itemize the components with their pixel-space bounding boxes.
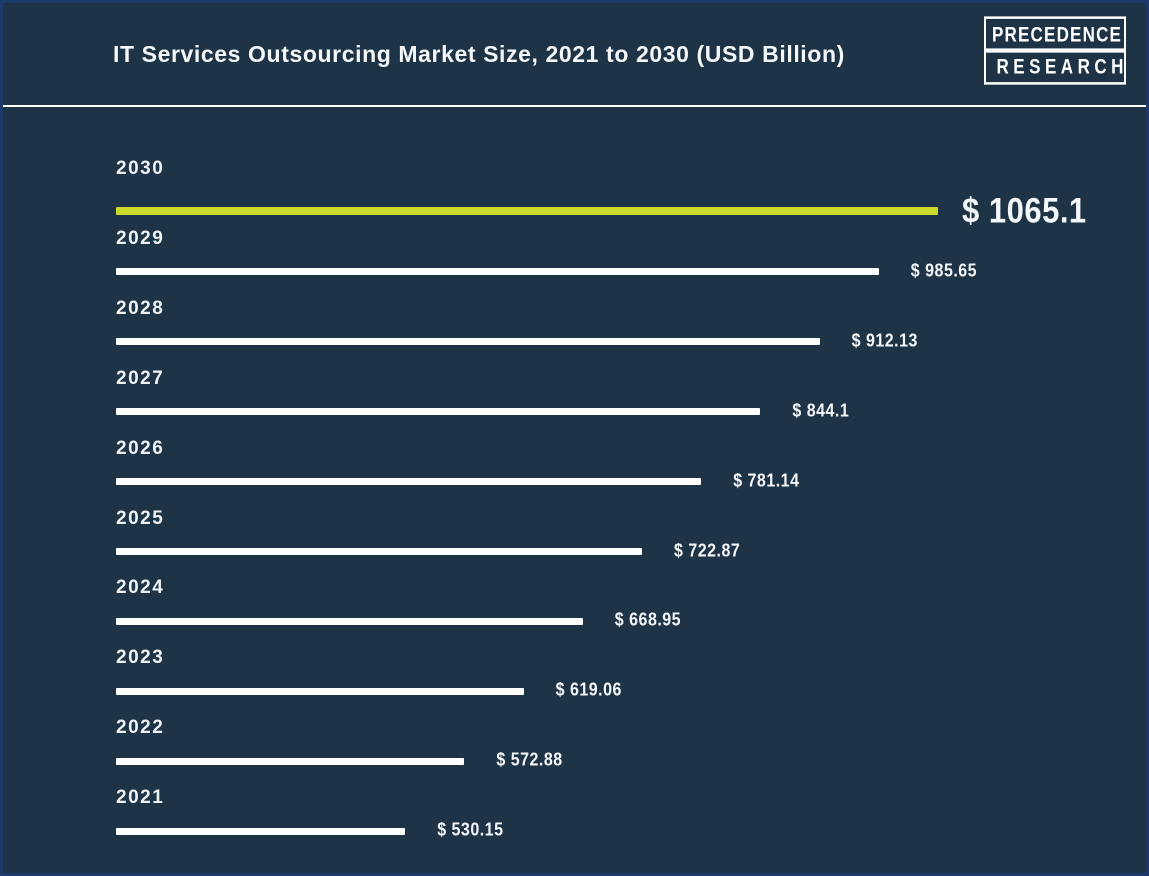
bar-line-2022: $ 572.88 [116,750,1146,771]
bar-row-2026: 2026 $ 781.14 [116,438,1146,498]
bar-row-2023: 2023 $ 619.06 [116,647,1146,707]
year-label-2030: 2030 [116,158,165,179]
header-divider [3,105,1146,107]
year-label-2026: 2026 [116,437,165,459]
value-label-2022: $ 572.88 [496,750,563,771]
bar-row-2029: 2029 $ 985.65 [116,228,1146,288]
bar-line-2023: $ 619.06 [116,680,1146,701]
bar-line-2025: $ 722.87 [116,541,1146,561]
bar-row-2030: 2030 $ 1065.1 [116,158,1146,231]
bar-line-2026: $ 781.14 [116,471,1146,491]
bar-2025 [116,548,642,555]
bar-line-2021: $ 530.15 [116,820,1146,841]
year-label-2025: 2025 [116,507,165,529]
value-label-2028: $ 912.13 [851,331,918,351]
header: IT Services Outsourcing Market Size, 202… [3,3,1146,106]
bar-2029 [116,268,879,276]
bar-2030 [116,207,938,215]
bar-line-2029: $ 985.65 [116,261,1146,282]
bar-row-2027: 2027 $ 844.1 [116,368,1146,428]
year-label-2028: 2028 [116,297,165,319]
bar-2022 [116,757,465,765]
bar-chart: 2030 $ 1065.1 2029 $ 985.65 2028 $ 912.13 2027… [3,106,1146,873]
precedence-research-logo: PRECEDENCE RESEARCH [984,16,1126,85]
bar-2026 [116,478,702,486]
bar-row-2024: 2024 $ 668.95 [116,577,1146,637]
value-label-2021: $ 530.15 [437,820,504,841]
year-label-2027: 2027 [116,367,165,389]
bar-2021 [116,827,406,835]
bar-row-2028: 2028 $ 912.13 [116,298,1146,358]
year-label-2022: 2022 [116,717,165,739]
year-label-2029: 2029 [116,227,165,249]
year-label-2024: 2024 [116,577,165,599]
logo-line-2: RESEARCH [984,48,1126,85]
value-label-2025: $ 722.87 [674,541,741,561]
bar-line-2027: $ 844.1 [116,401,1146,421]
bar-line-2024: $ 668.95 [116,611,1146,631]
value-label-2024: $ 668.95 [614,611,682,631]
value-label-2026: $ 781.14 [733,471,800,491]
year-label-2021: 2021 [116,787,165,809]
bar-line-2030: $ 1065.1 [116,190,1146,231]
value-label-2029: $ 985.65 [910,261,978,282]
chart-title: IT Services Outsourcing Market Size, 202… [113,41,845,67]
bar-row-2025: 2025 $ 722.87 [116,508,1146,568]
bar-2024 [116,617,583,625]
bar-row-2022: 2022 $ 572.88 [116,717,1146,777]
bar-row-2021: 2021 $ 530.15 [116,787,1146,847]
value-label-2023: $ 619.06 [555,680,622,701]
year-label-2023: 2023 [116,647,165,669]
bar-line-2028: $ 912.13 [116,331,1146,351]
value-label-2030: $ 1065.1 [962,190,1087,231]
value-label-2027: $ 844.1 [792,401,850,421]
bar-2023 [116,687,524,695]
logo-line-1: PRECEDENCE [984,16,1126,53]
bar-2028 [116,338,820,346]
bar-2027 [116,408,761,416]
